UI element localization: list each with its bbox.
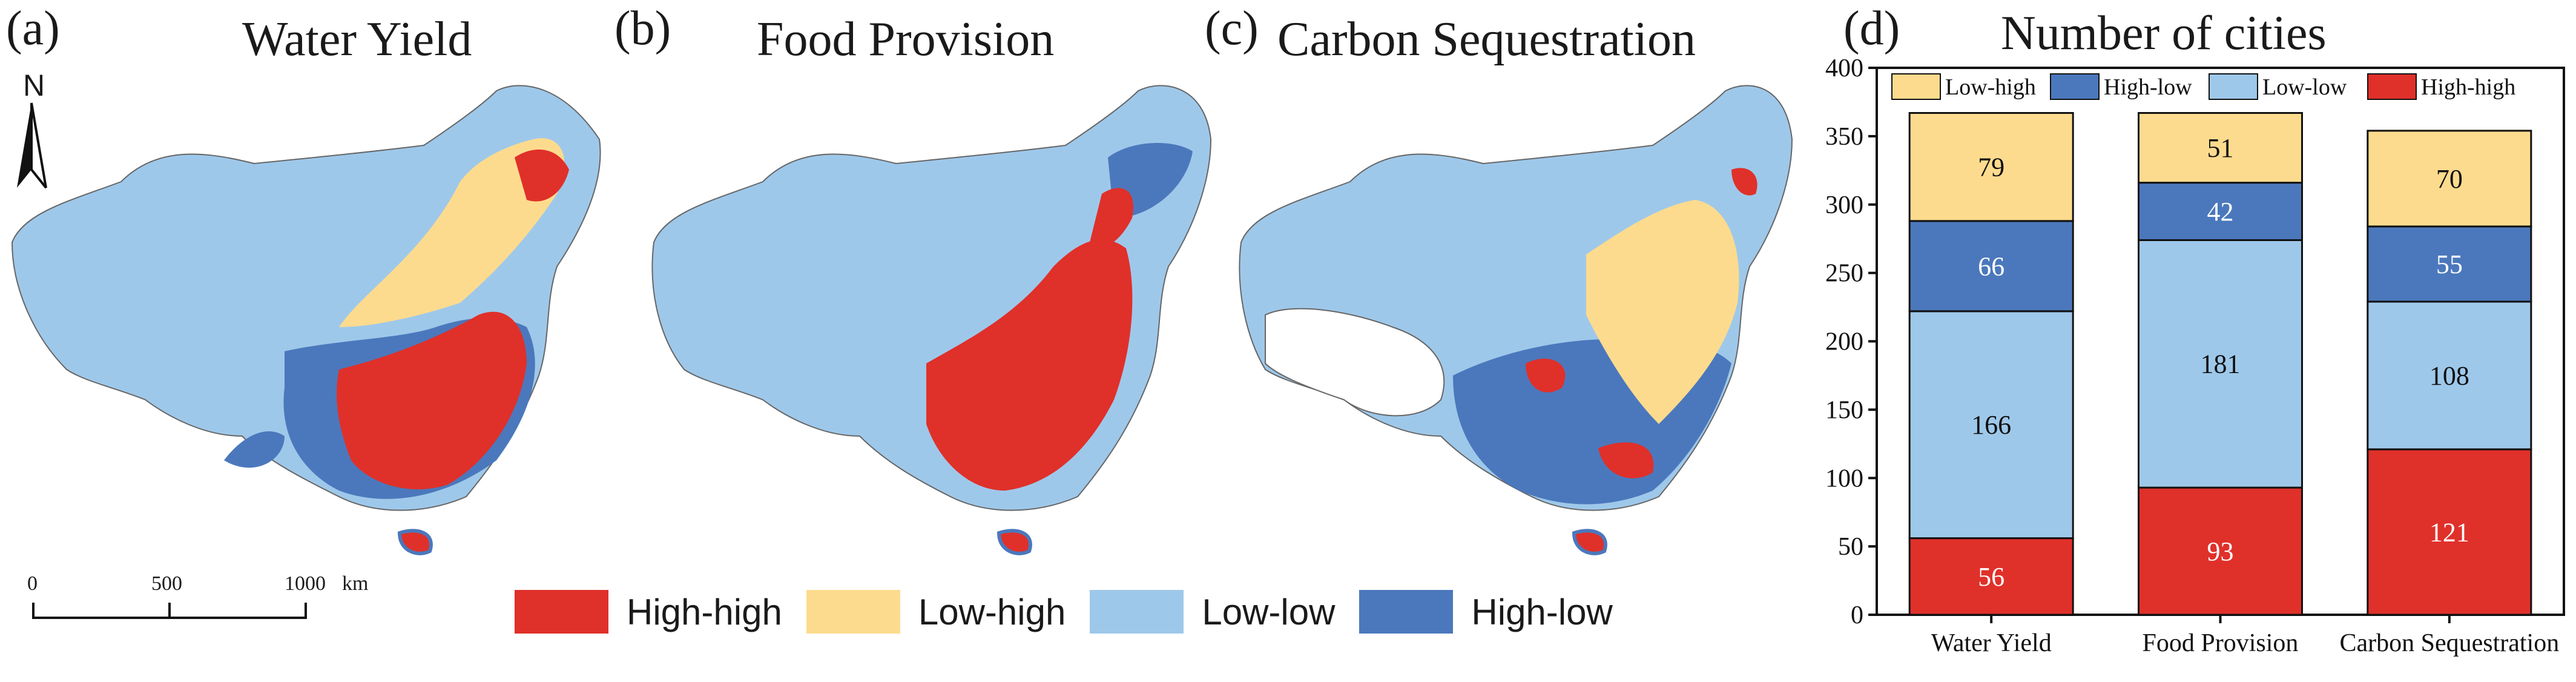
legend-label-high-high: High-high xyxy=(627,591,782,632)
y-tick-label: 150 xyxy=(1825,396,1863,424)
map-legend-item: High-low xyxy=(1359,590,1613,634)
scale-tick-1000: 1000 xyxy=(285,572,326,595)
bar-data-label: 166 xyxy=(1971,410,2011,440)
bar-data-label: 121 xyxy=(2429,517,2469,547)
scale-bar xyxy=(32,603,307,619)
legend-label-high-low: High-low xyxy=(1471,591,1613,632)
bar-data-label: 56 xyxy=(1978,562,2004,592)
map-water-yield xyxy=(11,85,601,555)
legend-swatch-low-high xyxy=(806,590,900,634)
map-a-hainan xyxy=(397,529,433,555)
bar-segment xyxy=(2367,130,2532,228)
bar-segment xyxy=(2138,239,2303,489)
x-tick-label: Food Provision xyxy=(2143,629,2299,657)
bar-segment xyxy=(1908,220,2074,313)
y-tick-label: 400 xyxy=(1825,55,1863,82)
chart-legend-swatch xyxy=(2050,73,2100,100)
panel-b-title: Food Provision xyxy=(757,13,1055,66)
map-a-north-yellow xyxy=(339,138,565,327)
bar-data-label: 42 xyxy=(2207,197,2234,227)
north-label: N xyxy=(23,68,45,102)
map-b-ne-red xyxy=(1090,188,1133,247)
chart-legend-label: Low-low xyxy=(2262,74,2347,100)
maps-svg xyxy=(11,85,1793,619)
scale-tick-500: 500 xyxy=(151,572,182,595)
map-c-tibet-blank xyxy=(1265,308,1445,417)
legend-swatch-high-high xyxy=(515,590,608,634)
scale-tick-0: 0 xyxy=(27,572,38,595)
map-carbon-sequestration xyxy=(1239,85,1793,555)
x-tick-label: Carbon Sequestration xyxy=(2339,629,2559,657)
bar-segment xyxy=(2367,225,2532,303)
y-tick-label: 200 xyxy=(1825,328,1863,356)
map-food-provision xyxy=(651,85,1212,555)
chart-legend-label: Low-high xyxy=(1945,74,2036,100)
map-legend: High-high Low-high Low-low High-low xyxy=(515,588,1637,636)
bar-data-label: 66 xyxy=(1978,251,2004,281)
y-tick-label: 350 xyxy=(1825,123,1863,151)
panel-a-title: Water Yield xyxy=(242,13,472,66)
map-legend-item: High-high xyxy=(515,590,782,634)
legend-swatch-high-low xyxy=(1359,590,1454,634)
bar-segment xyxy=(2138,486,2303,616)
map-b-hainan xyxy=(996,529,1032,555)
map-c-red-patch-1 xyxy=(1526,359,1566,392)
y-tick-label: 50 xyxy=(1838,533,1863,561)
bar-data-label: 108 xyxy=(2429,361,2469,391)
y-tick-label: 300 xyxy=(1825,191,1863,219)
panel-d-label: (d) xyxy=(1843,2,1900,55)
chart-legend-label: High-high xyxy=(2421,74,2515,100)
map-b-central-red xyxy=(926,239,1133,491)
legend-label-low-high: Low-high xyxy=(918,591,1066,632)
bar-data-label: 93 xyxy=(2207,537,2234,566)
panel-a-label: (a) xyxy=(6,2,60,55)
map-a-south-high-high-region xyxy=(337,311,527,489)
bar-segment xyxy=(1908,537,2074,616)
map-a-west-blue xyxy=(224,431,285,468)
y-tick-label: 100 xyxy=(1825,465,1863,492)
legend-label-low-low: Low-low xyxy=(1202,591,1336,632)
map-legend-item: Low-low xyxy=(1090,590,1335,634)
chart-legend-swatch xyxy=(2367,73,2417,100)
bar-data-label: 70 xyxy=(2436,164,2463,194)
bar-data-label: 181 xyxy=(2201,349,2241,379)
chart-legend-swatch xyxy=(1891,73,1941,100)
bar-segment xyxy=(1908,310,2074,540)
y-tick-label: 0 xyxy=(1851,601,1863,629)
scale-unit: km xyxy=(342,572,369,595)
y-tick-label: 250 xyxy=(1825,260,1863,288)
legend-swatch-low-low xyxy=(1090,590,1184,634)
panel-c-title: Carbon Sequestration xyxy=(1277,13,1696,66)
bar-segment xyxy=(2367,300,2532,451)
panel-b-label: (b) xyxy=(614,2,671,55)
map-c-red-patch-2 xyxy=(1598,442,1654,478)
bar-segment xyxy=(1908,111,2074,222)
map-c-east-yellow xyxy=(1586,200,1739,424)
bar-data-label: 55 xyxy=(2436,250,2463,279)
panel-d-title: Number of cities xyxy=(2001,7,2327,60)
bar-data-label: 79 xyxy=(1978,153,2004,182)
x-tick-label: Water Yield xyxy=(1931,629,2052,657)
chart-legend-swatch xyxy=(2209,73,2258,100)
map-c-red-patch-3 xyxy=(1731,168,1757,196)
chart-legend-label: High-low xyxy=(2104,74,2192,100)
map-a-ne-red xyxy=(515,149,569,202)
bar-segment xyxy=(2138,111,2303,184)
map-c-hainan xyxy=(1572,529,1607,555)
panel-c-label: (c) xyxy=(1205,2,1259,55)
north-arrow-icon xyxy=(17,102,47,189)
bar-data-label: 51 xyxy=(2207,133,2234,163)
map-legend-item: Low-high xyxy=(806,590,1066,634)
